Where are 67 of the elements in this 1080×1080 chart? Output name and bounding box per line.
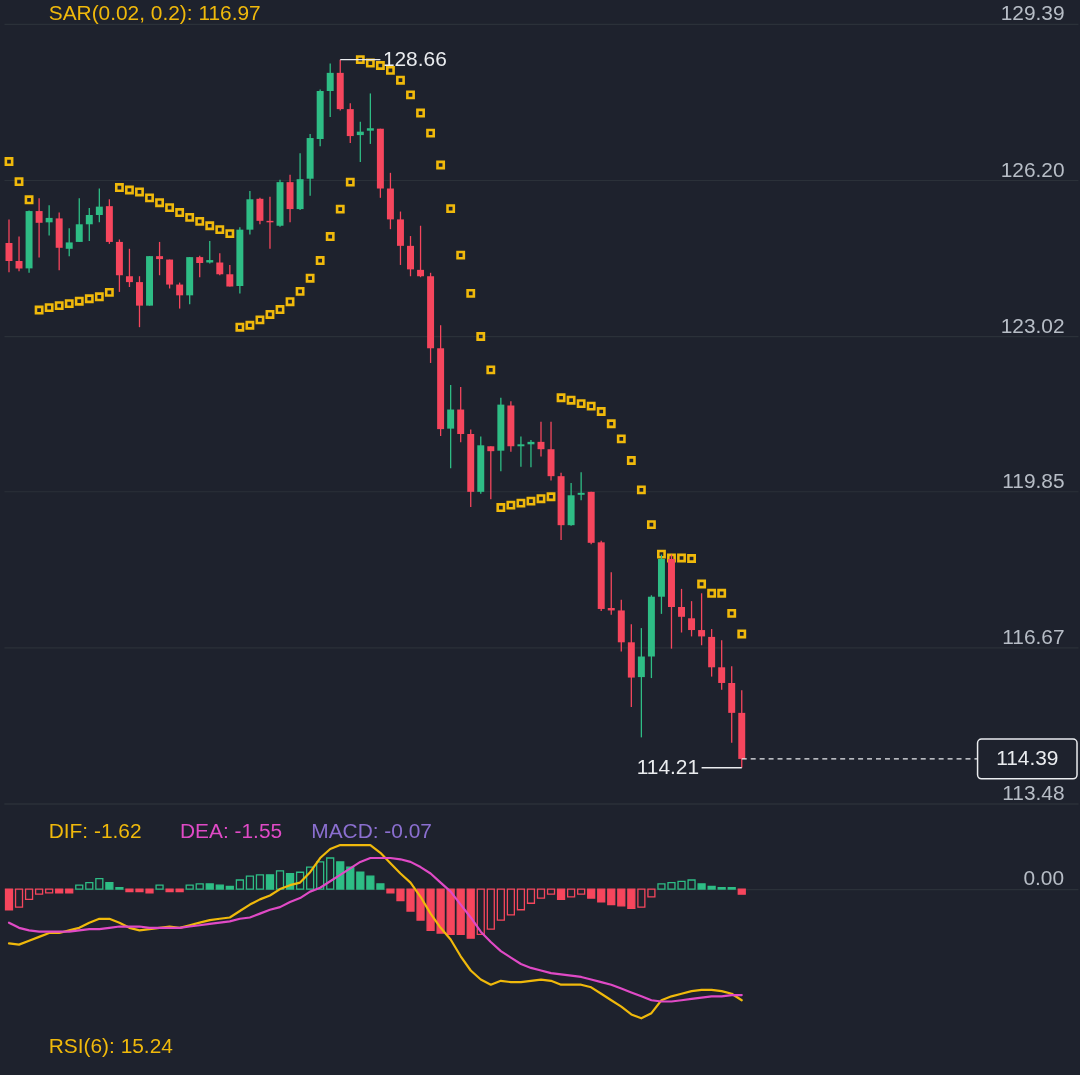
bar bbox=[536, 888, 546, 899]
bar bbox=[205, 883, 214, 890]
bar bbox=[566, 888, 576, 898]
bar bbox=[516, 888, 526, 911]
y-tick-label: 116.67 bbox=[1002, 624, 1065, 648]
bar bbox=[245, 875, 255, 890]
bar bbox=[577, 888, 586, 895]
bar bbox=[316, 861, 325, 890]
bar bbox=[597, 888, 606, 903]
bar bbox=[255, 874, 265, 890]
y-tick-label: 113.48 bbox=[1002, 781, 1065, 805]
bar bbox=[275, 870, 285, 890]
bar bbox=[737, 888, 746, 895]
series-label: MACD: -0.07 bbox=[311, 819, 432, 843]
y-tick-label: 123.02 bbox=[1000, 313, 1065, 337]
bar bbox=[526, 888, 536, 904]
bar bbox=[65, 888, 74, 894]
bar bbox=[225, 885, 234, 890]
bar bbox=[45, 888, 54, 894]
bar bbox=[175, 888, 184, 893]
y-tick-label: 126.20 bbox=[1000, 157, 1065, 181]
bar bbox=[607, 888, 616, 906]
bar bbox=[446, 888, 455, 935]
text: DIF: -1.62 bbox=[48, 819, 142, 843]
bar bbox=[376, 883, 385, 890]
bar bbox=[476, 888, 485, 935]
bar bbox=[24, 888, 34, 901]
bar bbox=[34, 888, 44, 895]
bar bbox=[95, 878, 104, 890]
bar bbox=[456, 888, 465, 935]
bar bbox=[185, 884, 194, 890]
annotation: 128.66 bbox=[382, 46, 447, 70]
bar bbox=[155, 884, 164, 890]
text: DEA: -1.55 bbox=[180, 819, 283, 843]
bar bbox=[4, 888, 14, 911]
bar bbox=[165, 888, 174, 893]
bar bbox=[546, 888, 556, 895]
bar bbox=[506, 888, 516, 916]
ref-line-label: 114.39 bbox=[996, 745, 1059, 769]
text: SAR(0.02, 0.2): 116.97 bbox=[48, 0, 261, 24]
bar bbox=[14, 888, 24, 908]
y-tick-label: 129.39 bbox=[1000, 1, 1065, 25]
bar bbox=[326, 857, 335, 890]
bar bbox=[215, 884, 224, 890]
bar bbox=[556, 888, 566, 901]
bar bbox=[265, 874, 275, 890]
bar bbox=[356, 871, 365, 890]
y-tick-label: 119.85 bbox=[1002, 468, 1065, 492]
annotation: 0.00 bbox=[1023, 866, 1065, 890]
bar bbox=[587, 888, 596, 899]
bar bbox=[295, 871, 305, 890]
bar bbox=[627, 888, 636, 910]
bar bbox=[707, 885, 716, 890]
bar bbox=[346, 866, 355, 890]
bar bbox=[195, 883, 204, 890]
bar bbox=[366, 875, 375, 890]
text: RSI(6): 15.24 bbox=[48, 1034, 173, 1058]
bar bbox=[306, 866, 315, 890]
bar bbox=[466, 888, 475, 939]
bar bbox=[486, 888, 495, 930]
annotation: 114.21 bbox=[636, 754, 700, 778]
bar bbox=[496, 888, 505, 921]
bar bbox=[85, 881, 94, 890]
bar bbox=[235, 879, 244, 890]
bar bbox=[617, 888, 626, 907]
bar bbox=[55, 888, 64, 894]
bar bbox=[75, 884, 84, 890]
